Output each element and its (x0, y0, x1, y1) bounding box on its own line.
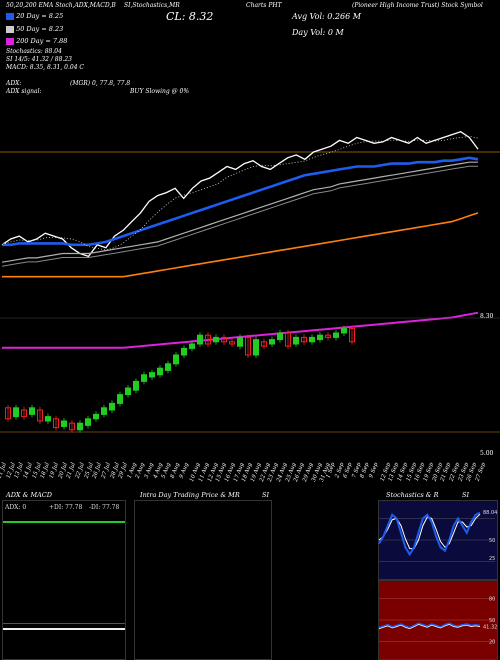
si-readout: SI 14/5: 41.32 / 88.23 (6, 56, 72, 63)
stoch-tick-25: 25 (489, 556, 495, 562)
ema50-line (1, 161, 478, 263)
ema200-line (2, 212, 479, 278)
adx-value: (MGR) 0, 77.8, 77.8 (70, 80, 131, 87)
header-indicators: 50,20,200 EMA Stoch,ADX,MACD,B (6, 2, 116, 9)
si-tick-current: 41.32 (483, 624, 497, 630)
candle-up (165, 363, 171, 371)
minus-di-label: -DI: 77.78 (89, 504, 120, 511)
candle-down (69, 422, 75, 431)
candle-down (5, 407, 11, 420)
plus-di-label: +DI: 77.78 (49, 504, 83, 511)
stoch-tick-50: 50 (489, 538, 495, 544)
candle-down (229, 341, 235, 345)
candle-up (253, 339, 259, 356)
candle-up (29, 407, 35, 415)
candle-up (173, 354, 179, 365)
candle-up (149, 372, 155, 378)
candle-up (197, 334, 203, 345)
stoch-si-label: SI (462, 491, 470, 499)
candle-down (205, 334, 211, 345)
candle-down (37, 409, 43, 422)
legend-swatch-magenta (6, 37, 14, 45)
candle-up (77, 422, 83, 431)
stochastics-readout: Stochastics: 88.04 (6, 48, 62, 55)
candle-up (13, 407, 19, 418)
candle-up (333, 332, 339, 338)
macd-signal-line (3, 628, 125, 630)
legend-swatch-blue (6, 12, 14, 20)
candle-down (245, 336, 251, 356)
candle-up (141, 374, 147, 382)
day-volume: Day Vol: 0 M (292, 28, 344, 37)
candle-down (261, 341, 267, 347)
adx-label: ADX: (6, 80, 22, 87)
ema-price-chart (0, 130, 500, 433)
macd-readout: MACD: 8.35, 8.31, 0.04 C (6, 64, 85, 71)
ema50-lower-line (1, 165, 478, 267)
si-tick-80: 80 (489, 596, 495, 602)
si-tick-20: 20 (489, 640, 495, 646)
candle-up (213, 336, 219, 343)
stoch-fast-line (378, 511, 481, 557)
si-line-blue (378, 622, 481, 629)
candle-down (221, 336, 227, 343)
candle-up (101, 407, 107, 415)
legend-ema200: 200 Day = 7.88 (6, 37, 67, 45)
candle-up (189, 343, 195, 349)
candle-up (309, 336, 315, 343)
candle-up (45, 416, 51, 422)
candle-down (349, 328, 355, 343)
candle-down (21, 409, 27, 418)
candle-up (269, 339, 275, 345)
adx-macd-title: ADX & MACD (6, 491, 52, 499)
candle-up (61, 420, 67, 427)
ticker-symbol: PHT (268, 2, 282, 9)
candle-up (277, 332, 283, 341)
y-tick-bottom: 5.00 (480, 450, 494, 457)
candle-up (117, 394, 123, 404)
macd-zero-line (3, 623, 125, 624)
price-average-line (1, 135, 479, 251)
y-tick-top: 8.30 (480, 313, 494, 320)
legend-swatch-gray (6, 25, 14, 33)
candle-up (181, 347, 187, 356)
candle-down (285, 332, 291, 347)
candle-up (109, 402, 115, 411)
buy-signal: BUY Slowing @ 0% (130, 88, 190, 95)
candle-up (133, 380, 139, 391)
avg-volume: Avg Vol: 0.266 M (292, 12, 361, 21)
stock-name: (Pioneer High Income Trust) Stock Symbol (352, 2, 483, 9)
candle-up (125, 387, 131, 396)
stoch-tick-current: 88.04 (483, 510, 497, 516)
candle-up (341, 328, 347, 334)
charts-label: Charts PHT (246, 2, 282, 9)
intraday-si-label: SI (262, 491, 270, 499)
candle-up (317, 334, 323, 341)
legend-ema20: 20 Day = 8.25 (6, 12, 63, 20)
close-price: CL: 8.32 (166, 10, 214, 23)
adx-di-line (3, 521, 125, 523)
adx-signal-label: ADX signal: (6, 88, 42, 95)
ema20-line (2, 156, 479, 247)
candle-down (53, 418, 59, 429)
candle-up (293, 336, 299, 345)
legend-ema50: 50 Day = 8.23 (6, 25, 63, 33)
intraday-title: Intra Day Trading Price & MR (140, 491, 240, 499)
si-tick-50: 50 (489, 618, 495, 624)
header-indicators-b: SI,Stochastics,MR (124, 2, 180, 9)
adx-label-small: ADX: 0 (5, 504, 27, 511)
candle-up (93, 413, 99, 420)
candle-up (85, 418, 91, 426)
stoch-title: Stochastics & R (386, 491, 439, 499)
adx-macd-panel: ADX: 0 +DI: 77.78 -DI: 77.78 (2, 500, 126, 660)
candle-up (237, 336, 243, 347)
si-line-white (378, 623, 481, 630)
candle-down (325, 334, 331, 338)
candle-down (301, 336, 307, 343)
candle-up (157, 367, 163, 376)
